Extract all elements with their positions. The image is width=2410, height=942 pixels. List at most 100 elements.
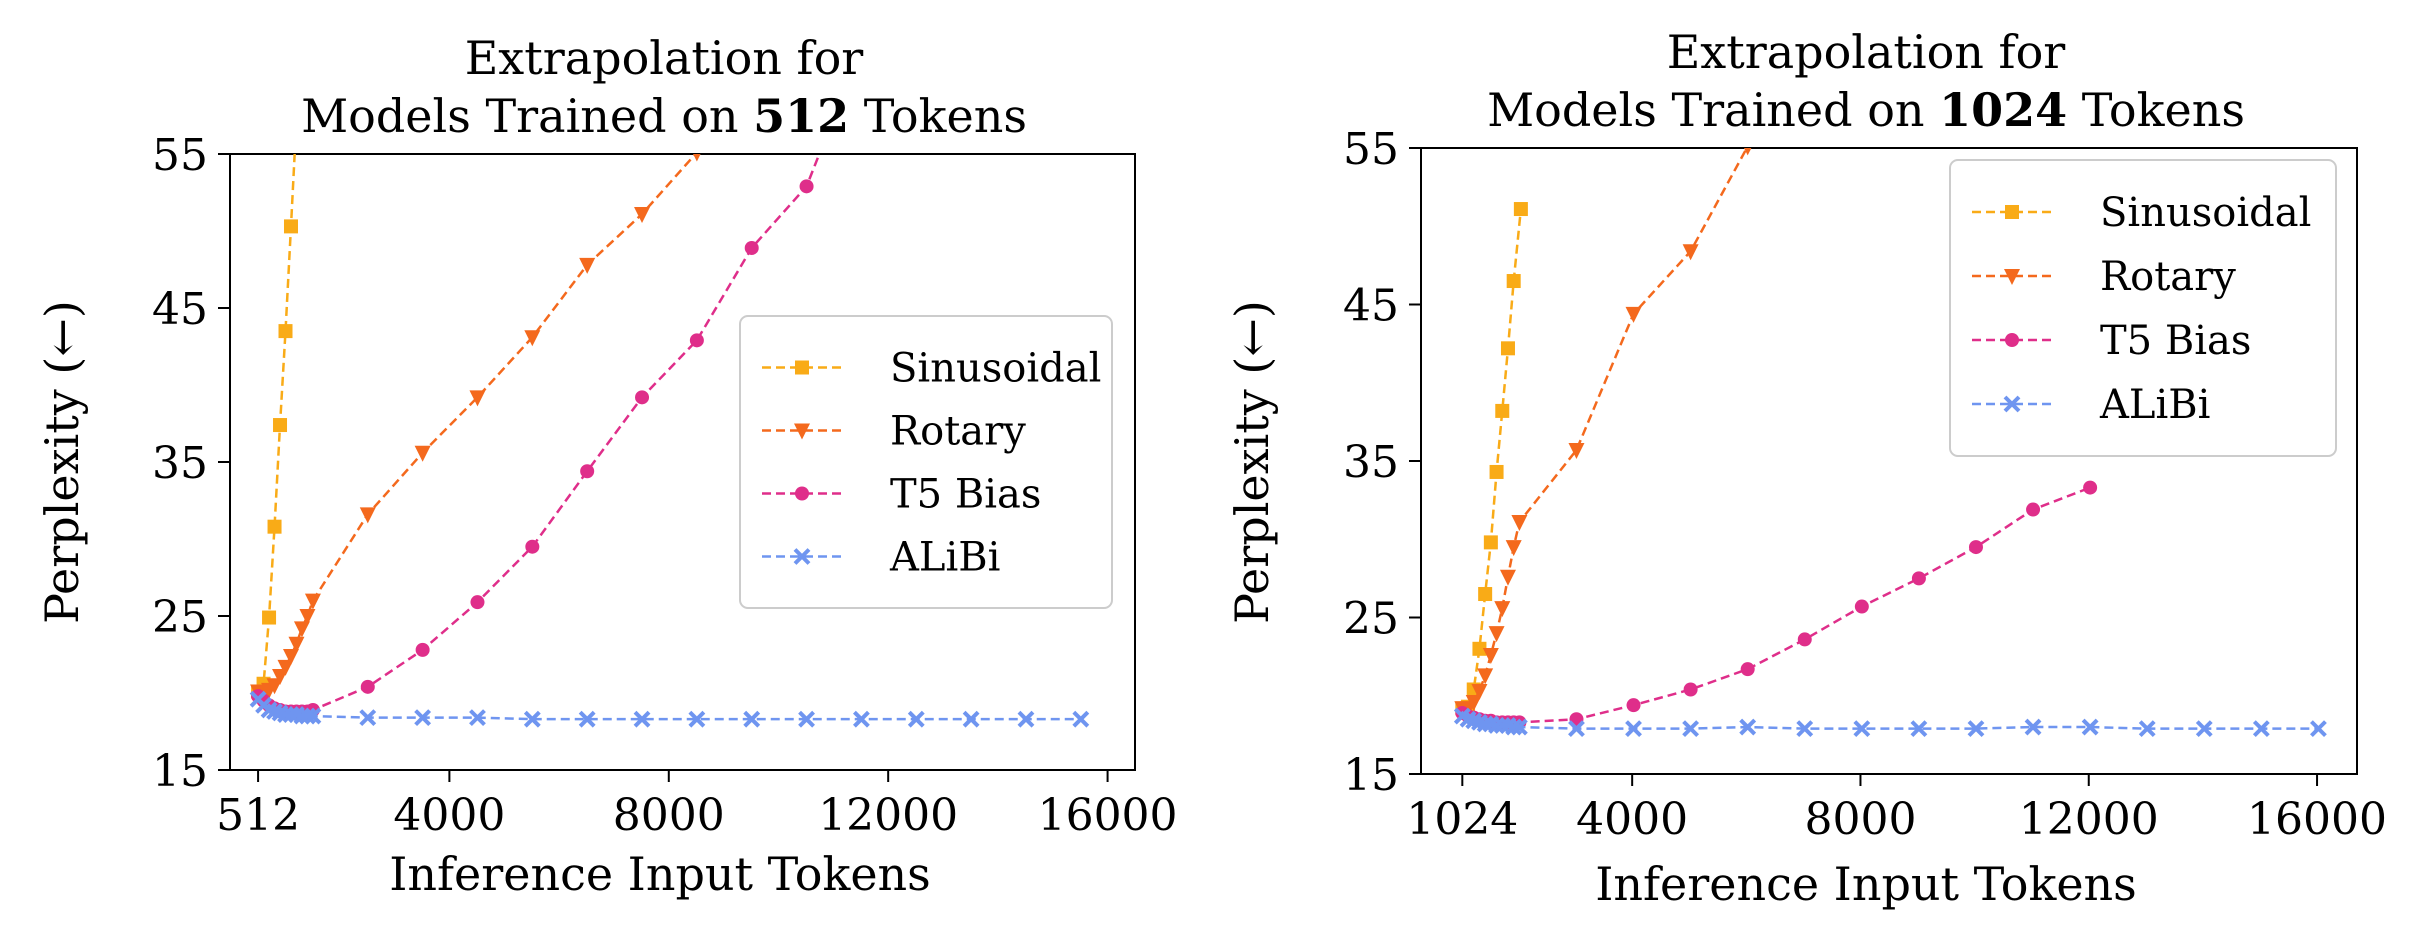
data-point-sinusoidal [1478, 587, 1493, 602]
series-line-t5 [257, 154, 821, 713]
data-point-rotary [693, 154, 701, 162]
data-point-rotary [1499, 569, 1516, 586]
data-point-alibi [2310, 720, 2327, 738]
data-point-rotary [634, 207, 651, 224]
chart-1024-title-bold: 1024 [1939, 83, 2067, 137]
legend-label-t5: T5 Bias [890, 472, 1041, 518]
y-tick-label: 15 [1343, 750, 1399, 801]
data-point-rotary [277, 659, 294, 676]
chart-512-title-suffix: Tokens [849, 89, 1027, 143]
data-point-alibi [1625, 720, 1642, 738]
data-point-alibi [1072, 710, 1090, 728]
chart-1024-title-line2: Models Trained on 1024 Tokens [1487, 83, 2245, 137]
y-tick-label: 45 [1343, 281, 1399, 332]
data-point-alibi [907, 710, 925, 728]
chart-512-series [249, 70, 1090, 728]
chart-1024-xlabel: Inference Input Tokens [1595, 857, 2137, 911]
legend-marker-sinusoidal [795, 360, 809, 375]
data-point-sinusoidal [278, 324, 293, 339]
data-point-rotary [1488, 626, 1505, 643]
data-point-rotary [293, 621, 310, 638]
data-point-sinusoidal [1483, 535, 1498, 550]
data-point-rotary [1471, 684, 1488, 701]
data-point-rotary [299, 609, 316, 625]
legend-label-alibi: ALiBi [2099, 382, 2210, 428]
legend-label-alibi: ALiBi [889, 535, 1000, 581]
data-point-rotary [1682, 244, 1699, 261]
data-point-t5 [470, 595, 485, 610]
legend-box [739, 315, 1113, 609]
chart-512-xlabel: Inference Input Tokens [389, 847, 931, 901]
data-point-alibi [962, 710, 980, 728]
y-tick-label: 55 [152, 130, 208, 181]
legend-marker-alibi [793, 548, 811, 565]
data-point-sinusoidal [267, 519, 282, 534]
chart-1024-title-line1: Extrapolation for [1667, 25, 2066, 79]
data-point-alibi [359, 709, 377, 727]
data-point-t5 [525, 539, 540, 554]
data-point-rotary [1625, 306, 1642, 323]
chart-512-title-line2: Models Trained on 512 Tokens [301, 89, 1027, 143]
data-point-t5 [1797, 632, 1812, 647]
x-tick-label: 1024 [1406, 794, 1518, 845]
x-tick-label: 8000 [613, 790, 725, 841]
data-point-alibi [688, 710, 706, 728]
x-tick-label: 512 [216, 790, 300, 841]
data-point-alibi [578, 710, 596, 728]
data-point-t5 [1968, 540, 1983, 555]
series-line-t5 [1461, 486, 2091, 724]
data-point-alibi [2252, 720, 2270, 738]
y-tick-label: 35 [1343, 437, 1399, 488]
data-point-alibi [414, 709, 432, 727]
data-point-rotary [469, 390, 486, 407]
data-point-rotary [1465, 695, 1482, 712]
legend-label-sinusoidal: Sinusoidal [2100, 190, 2311, 236]
data-point-sinusoidal [1500, 341, 1515, 356]
data-point-alibi [1017, 710, 1035, 728]
y-tick-label: 55 [1343, 124, 1399, 175]
x-tick-label: 4000 [393, 790, 505, 841]
data-point-rotary [414, 445, 431, 462]
x-tick-label: 16000 [2247, 794, 2387, 845]
data-point-t5 [2026, 502, 2041, 517]
data-point-t5 [744, 240, 759, 255]
data-point-t5 [360, 679, 375, 694]
data-point-t5 [1911, 571, 1926, 586]
series-line-alibi [257, 698, 1081, 721]
data-point-rotary [359, 507, 376, 524]
data-point-alibi [2195, 720, 2213, 738]
y-tick-label: 35 [152, 438, 208, 489]
chart-1024-ticks: 1024 4000 8000 12000 16000 15 25 35 45 55 [1343, 124, 2387, 845]
data-point-alibi [2024, 718, 2042, 736]
data-point-t5 [2083, 480, 2098, 495]
data-point-alibi [633, 710, 651, 728]
data-point-sinusoidal [273, 418, 288, 433]
chart-1024-title-prefix: Models Trained on [1487, 83, 1939, 137]
legend-marker-t5 [795, 486, 809, 501]
data-point-alibi [743, 710, 761, 728]
chart-512: Extrapolation for Models Trained on 512 … [35, 31, 1178, 901]
x-tick-label: 12000 [2019, 794, 2159, 845]
series-line-sinusoidal [257, 154, 296, 693]
data-point-alibi [523, 710, 541, 728]
legend-marker-alibi [2003, 395, 2021, 413]
data-point-rotary [1511, 515, 1528, 532]
data-point-alibi [1568, 720, 1585, 738]
legend-box [1949, 159, 2337, 457]
data-point-sinusoidal [1506, 274, 1521, 289]
data-point-rotary [579, 257, 596, 274]
legend-label-sinusoidal: Sinusoidal [890, 346, 1101, 392]
series-line-rotary [257, 154, 698, 695]
data-point-sinusoidal [292, 70, 306, 84]
data-point-rotary [1482, 648, 1499, 665]
data-point-alibi [1967, 720, 1985, 738]
data-point-sinusoidal [262, 610, 277, 625]
data-point-t5 [1740, 662, 1755, 677]
data-point-t5 [1854, 599, 1869, 614]
data-point-alibi [299, 707, 316, 725]
chart-1024-series [1453, 148, 2327, 738]
chart-1024-ylabel: Perplexity (←) [1225, 300, 1279, 624]
data-point-alibi [853, 710, 870, 728]
data-point-sinusoidal [1513, 202, 1528, 217]
data-point-rotary [266, 678, 283, 695]
